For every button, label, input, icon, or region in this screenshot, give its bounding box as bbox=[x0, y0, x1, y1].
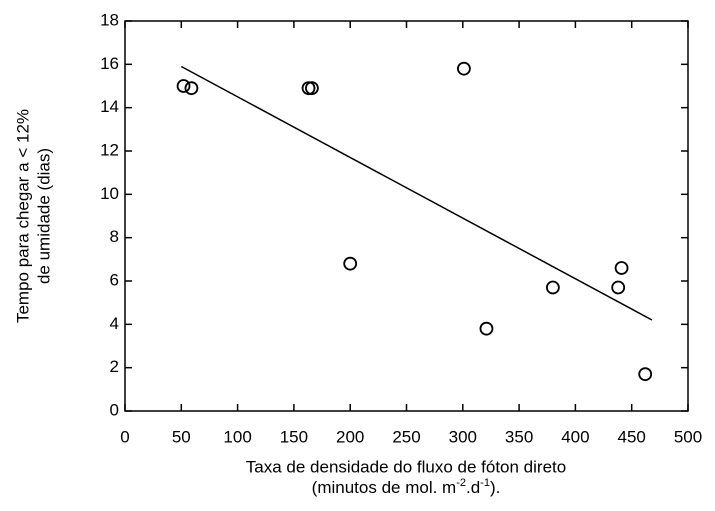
x-tick-label: 350 bbox=[505, 427, 533, 446]
x-label-part: .d bbox=[466, 478, 480, 497]
y-tick-label: 4 bbox=[110, 314, 119, 333]
data-point bbox=[457, 61, 471, 76]
x-tick-label: 300 bbox=[449, 427, 477, 446]
data-point bbox=[305, 81, 319, 96]
x-tick-label: 250 bbox=[392, 427, 420, 446]
data-point bbox=[176, 79, 191, 93]
x-label-sup: -1 bbox=[480, 477, 490, 489]
x-tick-label: 400 bbox=[561, 427, 589, 446]
x-tick-label: 500 bbox=[674, 427, 702, 446]
data-point bbox=[611, 280, 626, 295]
x-tick-label: 50 bbox=[172, 427, 191, 446]
x-tick-label: 0 bbox=[120, 427, 129, 446]
y-tick-label: 6 bbox=[110, 270, 119, 289]
y-axis-label: de umidade (dias) bbox=[34, 148, 53, 284]
plot-frame bbox=[124, 20, 689, 412]
y-tick-label: 2 bbox=[110, 357, 119, 376]
data-point bbox=[545, 280, 560, 295]
x-axis-label: Taxa de densidade do fluxo de fóton dire… bbox=[246, 457, 566, 476]
x-label-part: (minutos de mol. m bbox=[312, 478, 457, 497]
x-tick-label: 200 bbox=[336, 427, 364, 446]
x-axis-label-2: (minutos de mol. m-2.d-1). bbox=[312, 477, 501, 498]
y-tick-label: 18 bbox=[100, 10, 119, 29]
y-tick-label: 14 bbox=[100, 97, 119, 116]
y-tick-label: 0 bbox=[110, 400, 119, 419]
data-point bbox=[184, 81, 199, 96]
x-tick-label: 100 bbox=[223, 427, 251, 446]
fit-line bbox=[180, 65, 653, 321]
data-point bbox=[479, 321, 494, 336]
data-point bbox=[638, 367, 653, 382]
x-tick-label: 150 bbox=[280, 427, 308, 446]
data-point bbox=[343, 256, 358, 271]
x-label-part: ). bbox=[490, 478, 500, 497]
y-tick-label: 16 bbox=[100, 54, 119, 73]
y-tick-label: 12 bbox=[100, 140, 119, 159]
x-tick-label: 450 bbox=[618, 427, 646, 446]
y-tick-label: 10 bbox=[100, 184, 119, 203]
y-tick-label: 8 bbox=[110, 227, 119, 246]
y-axis-label: Tempo para chegar a < 12% bbox=[13, 109, 32, 323]
x-label-sup: -2 bbox=[456, 477, 466, 489]
data-point bbox=[614, 261, 629, 275]
